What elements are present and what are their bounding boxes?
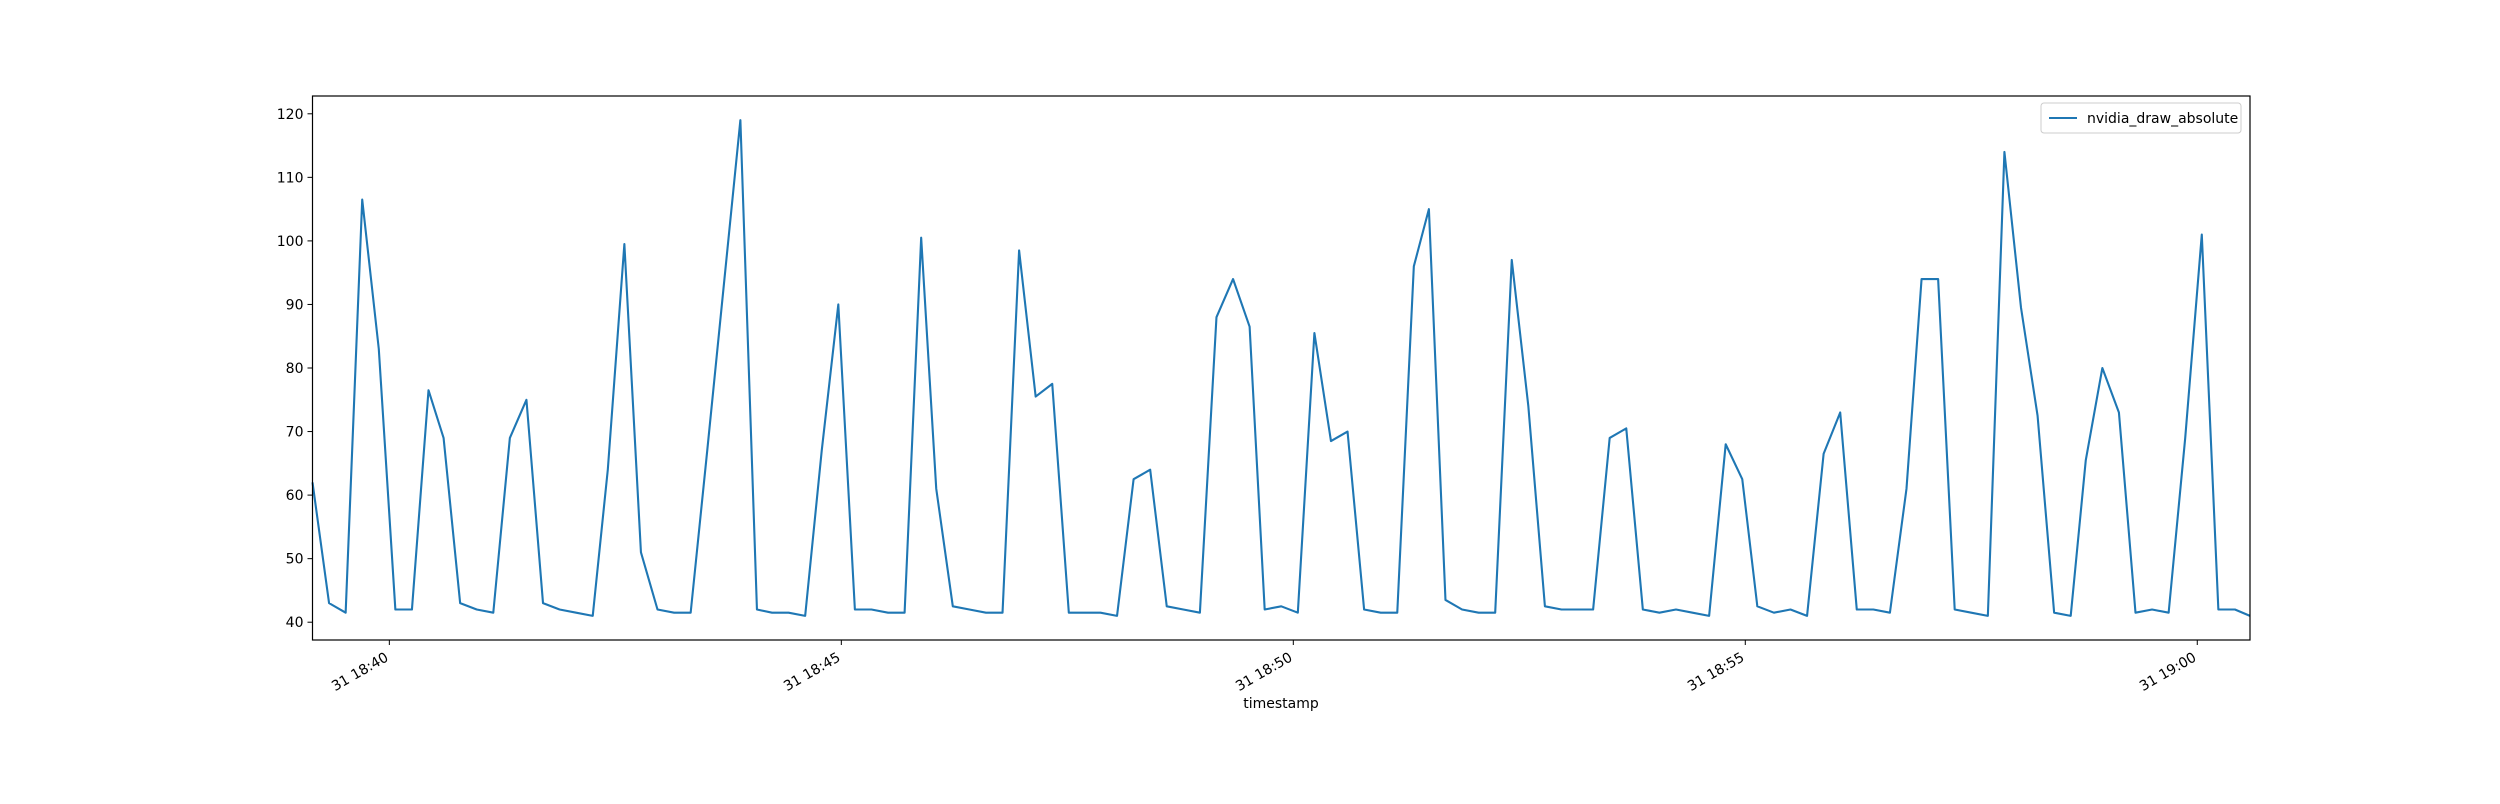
y-tick-label: 40	[286, 615, 304, 631]
y-tick-label: 110	[277, 170, 304, 186]
y-tick-label: 70	[286, 425, 304, 441]
y-tick-label: 120	[277, 107, 304, 123]
y-tick-label: 80	[286, 361, 304, 377]
legend-box	[2040, 102, 2242, 134]
y-tick-label: 60	[286, 488, 304, 504]
x-axis-label: timestamp	[1243, 696, 1319, 712]
y-tick-label: 90	[286, 297, 304, 313]
data-line	[311, 119, 2251, 617]
y-tick-label: 50	[286, 552, 304, 568]
legend-label: nvidia_draw_absolute	[2087, 111, 2238, 127]
y-tick-label: 100	[277, 234, 304, 250]
plot-frame	[311, 95, 2251, 641]
